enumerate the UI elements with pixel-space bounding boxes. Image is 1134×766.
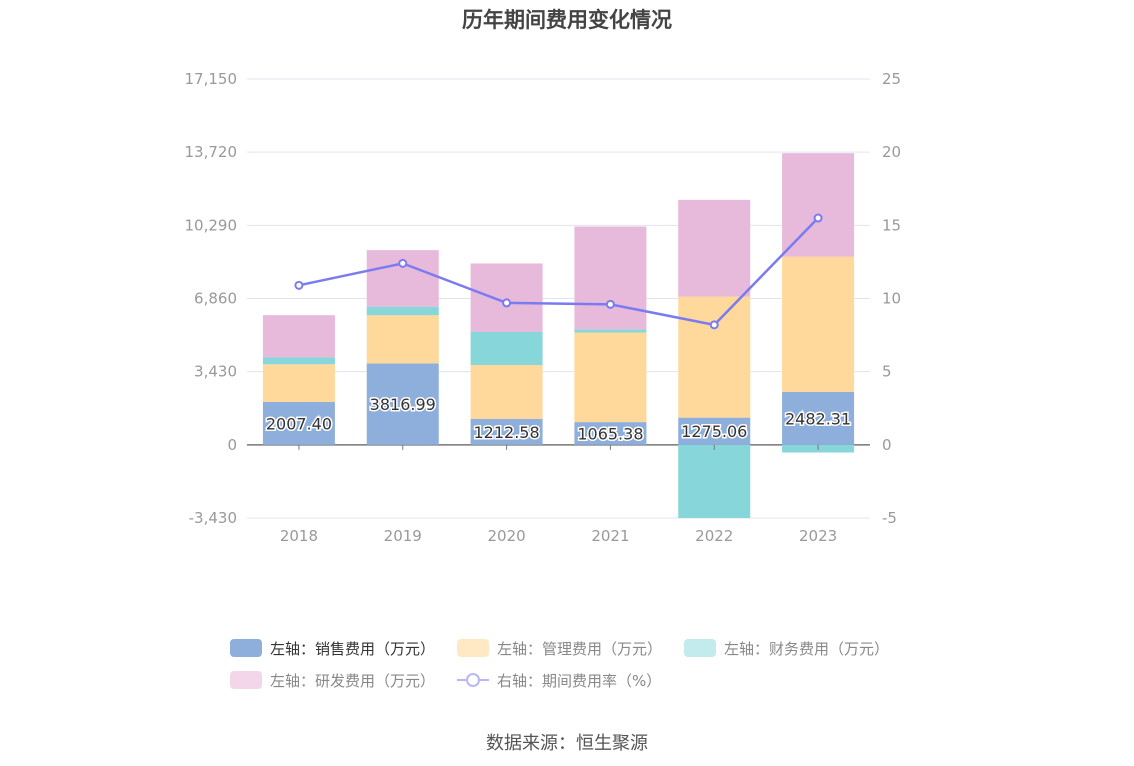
data-label-sales: 1065.38: [577, 424, 643, 443]
legend-row: 左轴：研发费用（万元） 右轴：期间费用率（%）: [230, 664, 950, 696]
bar-rd: [262, 315, 335, 358]
legend-item-sales[interactable]: 左轴：销售费用（万元）: [230, 638, 435, 659]
legend-swatch-rate: [457, 671, 490, 689]
bar-admin: [574, 332, 647, 423]
legend-item-admin[interactable]: 左轴：管理费用（万元）: [457, 638, 662, 659]
left-axis-tick-label: -3,430: [189, 509, 237, 527]
legend-item-rd[interactable]: 左轴：研发费用（万元）: [230, 670, 435, 691]
bar-admin: [470, 364, 543, 419]
chart-legend: 左轴：销售费用（万元） 左轴：管理费用（万元） 左轴：财务费用（万元） 左轴：研发费用…: [230, 632, 950, 696]
line-series-rate: [298, 217, 819, 327]
legend-item-rate[interactable]: 右轴：期间费用率（%）: [457, 670, 661, 691]
bar-finance: [678, 444, 751, 518]
x-axis-tick-label: 2020: [487, 527, 525, 545]
legend-row: 左轴：销售费用（万元） 左轴：管理费用（万元） 左轴：财务费用（万元）: [230, 632, 950, 664]
legend-label: 右轴：期间费用率（%）: [497, 671, 662, 690]
line-point-rate: [813, 213, 823, 223]
legend-item-finance[interactable]: 左轴：财务费用（万元）: [684, 638, 889, 659]
bar-rd: [574, 226, 647, 330]
legend-label: 左轴：销售费用（万元）: [270, 639, 436, 658]
bar-admin: [262, 364, 335, 403]
legend-swatch-admin: [457, 639, 490, 657]
line-point-rate: [294, 280, 304, 290]
bar-rd: [470, 263, 543, 332]
right-axis-tick-label: 20: [882, 143, 901, 161]
right-axis-tick-label: 25: [882, 70, 901, 88]
x-axis-tick-label: 2019: [384, 527, 422, 545]
left-axis-tick-label: 10,290: [185, 216, 238, 234]
bar-finance: [366, 306, 439, 316]
legend-label: 左轴：管理费用（万元）: [497, 639, 663, 658]
data-label-sales: 1212.58: [473, 423, 539, 442]
right-axis-tick-label: 0: [882, 436, 892, 454]
bar-finance: [574, 329, 647, 333]
bar-sales: [366, 363, 439, 445]
bar-rd: [782, 153, 855, 257]
bar-sales: [470, 418, 543, 445]
bar-admin: [782, 256, 855, 392]
data-label-sales: 3816.99: [370, 395, 436, 414]
x-axis-tick-label: 2018: [280, 527, 318, 545]
bar-sales: [678, 417, 751, 445]
data-label-sales: 1275.06: [681, 422, 747, 441]
right-axis-tick-label: 10: [882, 290, 901, 308]
x-axis-tick-label: 2021: [591, 527, 629, 545]
bar-finance: [470, 331, 543, 365]
chart-title: 历年期间费用变化情况: [462, 8, 672, 32]
x-axis-tick-label: 2022: [695, 527, 733, 545]
legend-label: 左轴：研发费用（万元）: [270, 671, 436, 690]
legend-swatch-finance: [684, 639, 717, 657]
bar-admin: [366, 315, 439, 364]
left-axis-tick-label: 3,430: [194, 363, 237, 381]
legend-swatch-rd: [230, 671, 262, 689]
data-source: 数据来源：恒生聚源: [486, 733, 648, 754]
x-axis-tick-label: 2023: [799, 527, 837, 545]
bar-rd: [366, 250, 439, 307]
right-axis-tick-label: -5: [882, 509, 897, 527]
data-label-sales: 2007.40: [266, 414, 332, 433]
right-axis-tick-label: 5: [882, 363, 892, 381]
line-point-rate: [709, 320, 719, 330]
bar-rd: [678, 199, 751, 297]
line-point-rate: [502, 298, 512, 308]
left-axis-tick-label: 13,720: [185, 143, 238, 161]
left-axis-tick-label: 0: [227, 436, 237, 454]
line-point-rate: [605, 299, 615, 309]
left-axis-tick-label: 17,150: [185, 70, 238, 88]
legend-swatch-sales: [230, 639, 262, 657]
legend-label: 左轴：财务费用（万元）: [724, 639, 890, 658]
left-axis-tick-label: 6,860: [194, 290, 237, 308]
bar-sales: [262, 402, 335, 445]
data-label-sales: 2482.31: [785, 409, 851, 428]
bar-admin: [678, 296, 751, 418]
bar-sales: [574, 422, 647, 445]
bar-finance: [262, 357, 335, 365]
bar-sales: [782, 391, 855, 445]
right-axis-tick-label: 15: [882, 216, 901, 234]
line-point-rate: [398, 258, 408, 268]
